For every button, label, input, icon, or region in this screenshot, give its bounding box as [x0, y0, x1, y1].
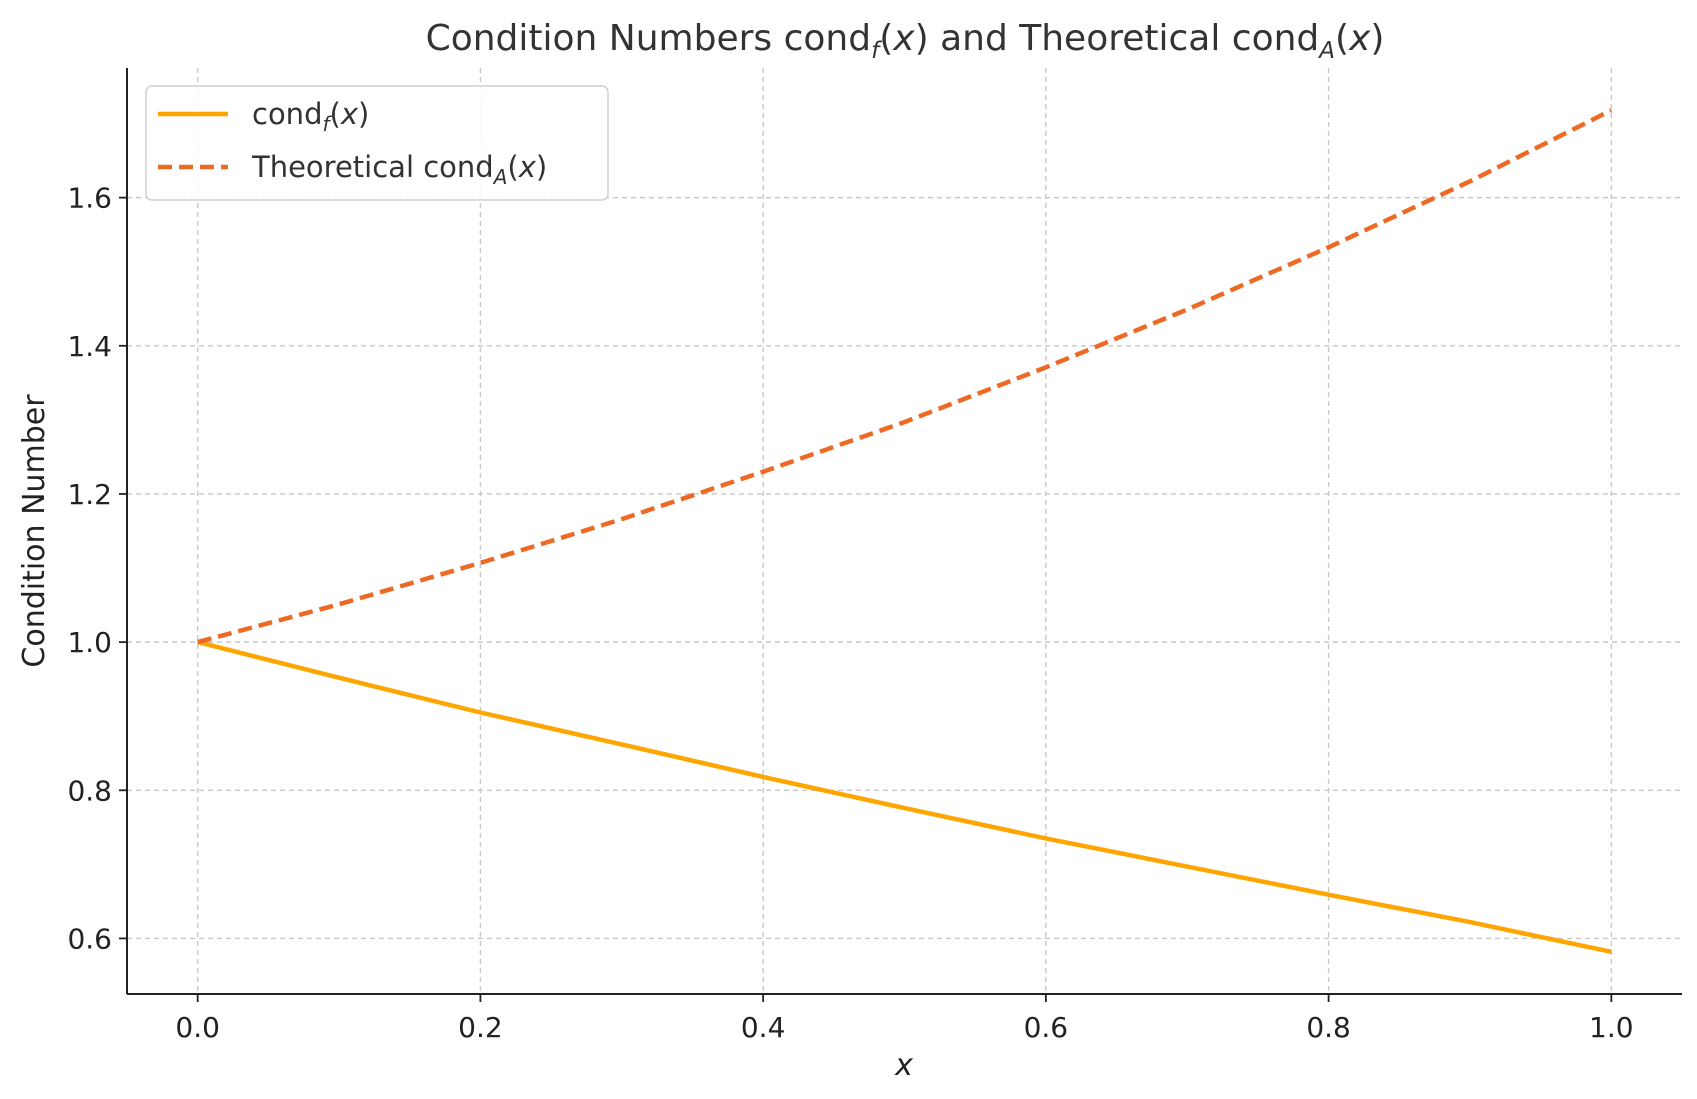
legend-box: [145, 85, 609, 201]
title-text-3: ) and Theoretical cond: [915, 18, 1320, 59]
title-text-4: (: [1335, 18, 1349, 59]
y-tick-label: 0.8: [67, 774, 112, 807]
legend-cond-f-subscript: f: [322, 112, 332, 136]
chart-title: Condition Numbers condf(x) and Theoretic…: [426, 18, 1385, 64]
title-subscript-f: f: [871, 38, 882, 64]
legend-label-cond-a: Theoretical condA(x): [251, 150, 547, 189]
x-tick-label: 0.2: [458, 1011, 503, 1044]
legend-cond-a-paren-open: (: [507, 150, 518, 184]
grid-lines: [127, 68, 1682, 994]
y-tick-label: 1.0: [67, 626, 112, 659]
x-tick-label: 1.0: [1589, 1011, 1634, 1044]
title-text-2: (: [879, 18, 893, 59]
y-tick-label: 1.4: [67, 330, 112, 363]
series-line-cond-f: [197, 639, 1612, 955]
x-tick-label: 0.8: [1306, 1011, 1351, 1044]
legend-label-cond-f: condf(x): [252, 97, 369, 136]
y-axis-label: Condition Number: [17, 394, 52, 668]
x-tick-label: 0.6: [1024, 1011, 1069, 1044]
title-text-5: ): [1370, 18, 1384, 59]
y-tick-label: 1.6: [67, 182, 112, 215]
x-tick-label: 0.0: [175, 1011, 220, 1044]
legend-cond-f-paren-close: ): [358, 97, 369, 131]
legend-cond-a-subscript: A: [492, 165, 508, 189]
series-lines: [197, 108, 1613, 955]
series-line-cond-a: [197, 108, 1613, 645]
x-axis-label: x: [894, 1048, 913, 1083]
legend: condf(x) Theoretical condA(x): [145, 85, 609, 201]
title-variable-x-2: x: [1348, 18, 1371, 59]
y-tick-label: 1.2: [67, 478, 112, 511]
axis-ticks: 0.0 0.2 0.4 0.6 0.8 1.0 0.6 0.8 1.0 1.2 1.4 1.6: [67, 182, 1633, 1044]
legend-cond-a-variable: x: [518, 150, 537, 184]
legend-cond-f-variable: x: [340, 97, 359, 131]
legend-cond-a-paren-close: ): [536, 150, 547, 184]
title-text-1: Condition Numbers cond: [426, 18, 872, 59]
x-tick-label: 0.4: [741, 1011, 786, 1044]
legend-cond-a-text: Theoretical cond: [251, 150, 494, 184]
title-variable-x-1: x: [892, 18, 915, 59]
title-subscript-a: A: [1317, 38, 1335, 64]
y-tick-label: 0.6: [67, 922, 112, 955]
legend-cond-f-text: cond: [252, 97, 322, 131]
legend-cond-f-paren-open: (: [330, 97, 341, 131]
